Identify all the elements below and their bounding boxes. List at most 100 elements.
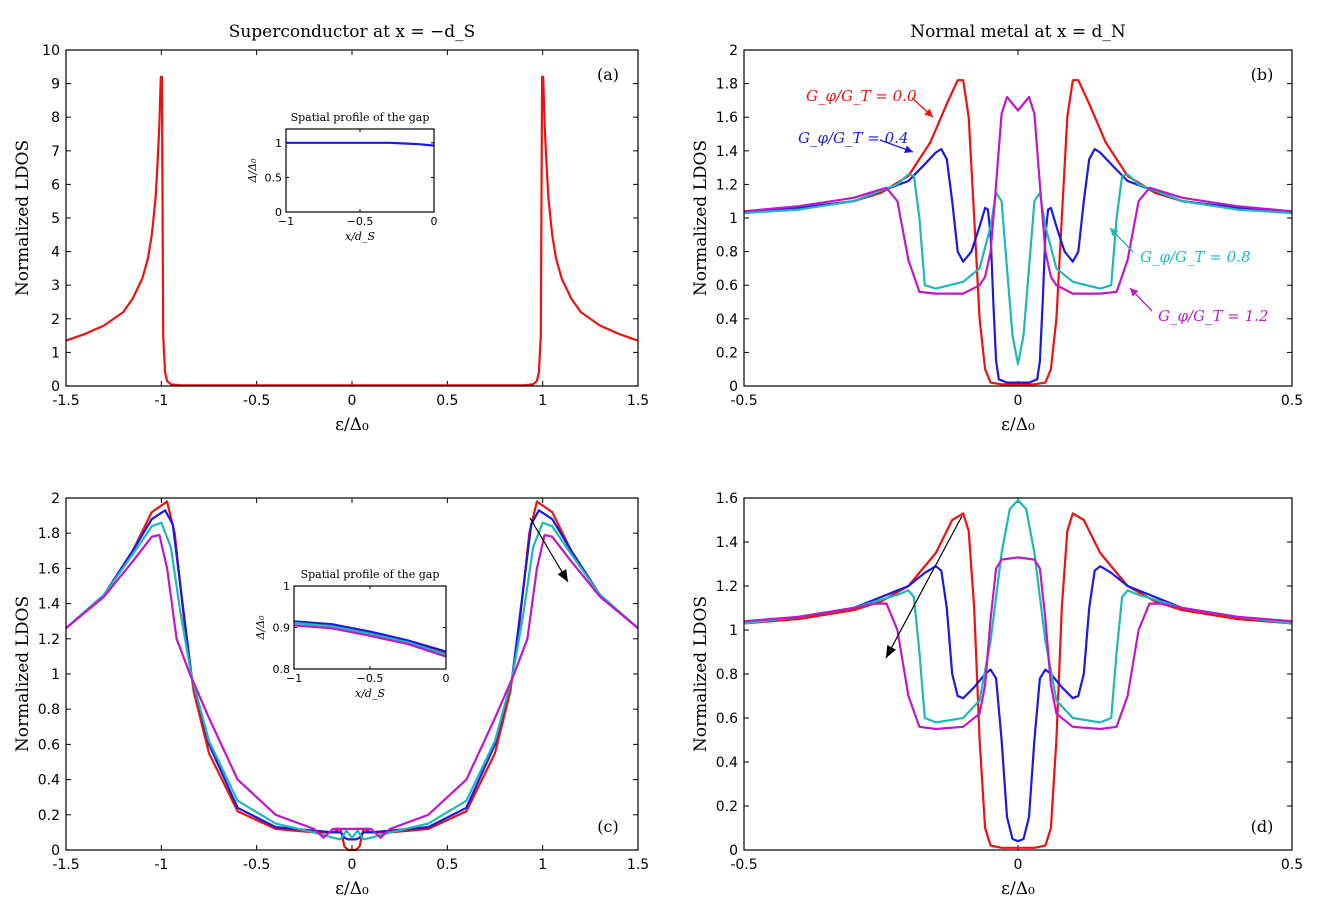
x-axis-label: ε/Δ₀ <box>1001 415 1035 435</box>
inset-frame <box>293 585 447 670</box>
inset-frame <box>285 128 435 213</box>
series-line-blue <box>286 141 435 147</box>
y-tick-label: 1.2 <box>716 579 738 595</box>
x-tick-label: −1 <box>286 672 302 685</box>
series-annotation: G_φ/G_T = 0.4 <box>798 129 909 147</box>
x-tick-label: 1 <box>538 393 547 409</box>
x-axis-label: ε/Δ₀ <box>335 879 369 899</box>
series-line-cyan <box>65 521 639 841</box>
x-tick-label: −0.5 <box>347 215 374 228</box>
x-tick-label: 0 <box>1014 393 1023 409</box>
y-tick-label: 0.9 <box>273 622 291 635</box>
series-annotation: G_φ/G_T = 0.8 <box>1140 248 1251 266</box>
plot-frame <box>743 49 1293 387</box>
x-axis-label: ε/Δ₀ <box>335 415 369 435</box>
inset-title: Spatial profile of the gap <box>291 111 430 124</box>
annotation-arrowhead <box>924 108 933 117</box>
y-tick-label: 1.4 <box>38 597 60 613</box>
axes: -1.5 -1 -0.5 0 0.5 1 1.5 0 0.2 0.4 0.6 0.8 1 1.2 1.4 1.… <box>38 491 649 873</box>
inset-title: Spatial profile of the gap <box>301 568 440 581</box>
x-tick-label: -1.5 <box>52 857 79 873</box>
y-tick-label: 8 <box>51 110 60 126</box>
y-axis-label: Normalized LDOS <box>13 596 33 752</box>
y-tick-label: 1.6 <box>716 110 738 126</box>
y-tick-label: 0.6 <box>716 711 738 727</box>
trend-arrow <box>529 517 569 583</box>
x-tick-label: 0 <box>431 215 438 228</box>
series-line-magenta <box>65 533 639 839</box>
x-tick-label: 0 <box>1014 857 1023 873</box>
inset-x-axis-label: x/d_S <box>355 687 385 700</box>
inset-y-axis-label: Δ/Δ₀ <box>254 615 267 641</box>
x-axis-label: ε/Δ₀ <box>1001 879 1035 899</box>
series-line-cyan <box>743 499 1293 724</box>
y-tick-label: 0.2 <box>716 345 738 361</box>
y-tick-label: 0 <box>51 379 60 395</box>
x-tick-label: -0.5 <box>243 393 270 409</box>
trend-arrow-head <box>557 569 568 582</box>
y-tick-label: 10 <box>42 43 60 59</box>
x-tick-label: -1 <box>154 857 168 873</box>
y-tick-label: 3 <box>51 278 60 294</box>
annotation-arrowhead <box>1110 228 1119 237</box>
series-line-magenta <box>743 556 1293 731</box>
series-line-red <box>65 75 639 387</box>
y-tick-label: 0 <box>51 843 60 859</box>
annotation-arrowhead <box>904 145 913 154</box>
trend-arrow-head <box>886 645 897 658</box>
y-tick-label: 0.8 <box>38 702 60 718</box>
series-line-cyan <box>743 173 1293 366</box>
x-tick-label: -1.5 <box>52 393 79 409</box>
y-tick-label: 1.6 <box>38 561 60 577</box>
series-line-blue <box>743 565 1293 843</box>
y-tick-label: 2 <box>729 43 738 59</box>
x-tick-label: 1 <box>538 857 547 873</box>
x-tick-label: 0.5 <box>436 857 458 873</box>
y-tick-label: 2 <box>51 491 60 507</box>
y-tick-label: 0 <box>729 843 738 859</box>
panel-label: (b) <box>1251 65 1274 84</box>
y-tick-label: 1 <box>729 623 738 639</box>
plot-area <box>66 498 638 850</box>
y-tick-label: 6 <box>51 177 60 193</box>
x-tick-label: 0 <box>348 393 357 409</box>
panel-label: (a) <box>597 65 619 84</box>
x-tick-label: 0 <box>348 857 357 873</box>
x-tick-label: −1 <box>278 215 294 228</box>
x-tick-label: 0.5 <box>1281 393 1303 409</box>
x-tick-label: 0 <box>443 672 450 685</box>
y-tick-label: 4 <box>51 245 60 261</box>
plot-frame <box>65 497 639 851</box>
y-tick-label: 0.4 <box>716 312 738 328</box>
y-tick-label: 7 <box>51 144 60 160</box>
y-tick-label: 1.8 <box>38 526 60 542</box>
plot-area <box>744 498 1292 850</box>
x-tick-label: 0.5 <box>436 393 458 409</box>
series-line-red <box>743 79 1293 386</box>
y-tick-label: 2 <box>51 312 60 328</box>
y-tick-label: 1 <box>729 211 738 227</box>
series-line-blue <box>293 620 447 653</box>
panel-label: (c) <box>597 817 618 836</box>
trend-arrow <box>885 515 963 659</box>
y-tick-label: 0.5 <box>265 171 283 184</box>
y-tick-label: 1.2 <box>716 177 738 193</box>
panel-label: (d) <box>1251 817 1274 836</box>
y-tick-label: 0 <box>275 206 282 219</box>
series-line-red <box>743 512 1293 849</box>
y-axis-label: Normalized LDOS <box>691 140 711 296</box>
y-tick-label: 0.6 <box>716 278 738 294</box>
series-line-magenta <box>293 624 447 658</box>
series-line-cyan <box>293 621 447 656</box>
inset-y-axis-label: Δ/Δ₀ <box>246 158 259 184</box>
y-tick-label: 0 <box>729 379 738 395</box>
inset-axes: −1 −0.5 0 0.8 0.9 1 <box>273 580 450 685</box>
chart-title: Normal metal at x = d_N <box>910 22 1126 42</box>
x-tick-label: -0.5 <box>730 857 757 873</box>
x-tick-label: -0.5 <box>730 393 757 409</box>
y-tick-label: 1.2 <box>38 632 60 648</box>
y-tick-label: 1 <box>51 667 60 683</box>
y-tick-label: 1 <box>283 580 290 593</box>
series-annotation: G_φ/G_T = 0.0 <box>806 87 917 105</box>
